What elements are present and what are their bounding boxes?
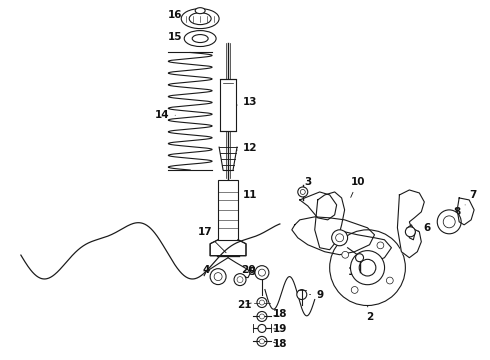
Circle shape bbox=[259, 300, 265, 305]
Circle shape bbox=[257, 298, 267, 307]
Text: 13: 13 bbox=[236, 97, 257, 107]
Circle shape bbox=[214, 273, 222, 280]
Text: 8: 8 bbox=[449, 207, 461, 218]
Text: 4: 4 bbox=[202, 265, 214, 275]
Circle shape bbox=[443, 216, 455, 228]
Circle shape bbox=[210, 269, 226, 285]
Ellipse shape bbox=[181, 9, 219, 28]
Polygon shape bbox=[292, 217, 374, 255]
Ellipse shape bbox=[192, 35, 208, 42]
Text: 14: 14 bbox=[155, 110, 175, 120]
Text: 19: 19 bbox=[272, 324, 287, 334]
Text: 16: 16 bbox=[168, 10, 189, 20]
Circle shape bbox=[257, 311, 267, 321]
Text: 12: 12 bbox=[237, 143, 257, 153]
Circle shape bbox=[437, 210, 461, 234]
Ellipse shape bbox=[184, 31, 216, 46]
Text: 5: 5 bbox=[244, 267, 256, 278]
Circle shape bbox=[330, 230, 405, 306]
Polygon shape bbox=[397, 190, 424, 258]
Text: 6: 6 bbox=[418, 223, 431, 233]
Circle shape bbox=[377, 242, 384, 249]
Text: 2: 2 bbox=[366, 306, 373, 323]
Ellipse shape bbox=[195, 8, 205, 14]
Circle shape bbox=[342, 251, 349, 258]
Text: 17: 17 bbox=[198, 227, 226, 253]
Text: 9: 9 bbox=[310, 289, 323, 300]
Text: 11: 11 bbox=[238, 190, 257, 205]
Polygon shape bbox=[315, 192, 344, 250]
Polygon shape bbox=[344, 232, 392, 262]
Circle shape bbox=[405, 227, 416, 237]
Circle shape bbox=[234, 274, 246, 285]
Text: 15: 15 bbox=[168, 32, 188, 41]
Circle shape bbox=[258, 269, 266, 276]
Circle shape bbox=[336, 234, 343, 242]
Text: 21: 21 bbox=[237, 300, 251, 310]
Text: 3: 3 bbox=[304, 177, 311, 190]
Circle shape bbox=[356, 254, 364, 262]
Text: 20: 20 bbox=[241, 265, 255, 275]
Polygon shape bbox=[300, 192, 337, 220]
Circle shape bbox=[259, 339, 265, 344]
Circle shape bbox=[350, 251, 385, 285]
Text: 10: 10 bbox=[350, 177, 365, 197]
Text: 7: 7 bbox=[465, 190, 477, 205]
Circle shape bbox=[237, 276, 243, 283]
Circle shape bbox=[259, 314, 265, 319]
Circle shape bbox=[387, 277, 393, 284]
Bar bbox=[220, 80, 236, 131]
Text: 18: 18 bbox=[272, 339, 287, 349]
Circle shape bbox=[297, 289, 307, 300]
Polygon shape bbox=[210, 240, 246, 256]
Circle shape bbox=[257, 336, 267, 346]
Text: 18: 18 bbox=[272, 310, 287, 319]
Circle shape bbox=[351, 287, 358, 293]
Circle shape bbox=[300, 189, 305, 194]
Circle shape bbox=[258, 324, 266, 332]
Circle shape bbox=[255, 266, 269, 280]
Circle shape bbox=[332, 230, 347, 246]
Bar bbox=[218, 180, 238, 240]
Circle shape bbox=[298, 187, 308, 197]
Circle shape bbox=[359, 259, 376, 276]
Ellipse shape bbox=[189, 13, 211, 24]
Text: 1: 1 bbox=[348, 260, 358, 276]
